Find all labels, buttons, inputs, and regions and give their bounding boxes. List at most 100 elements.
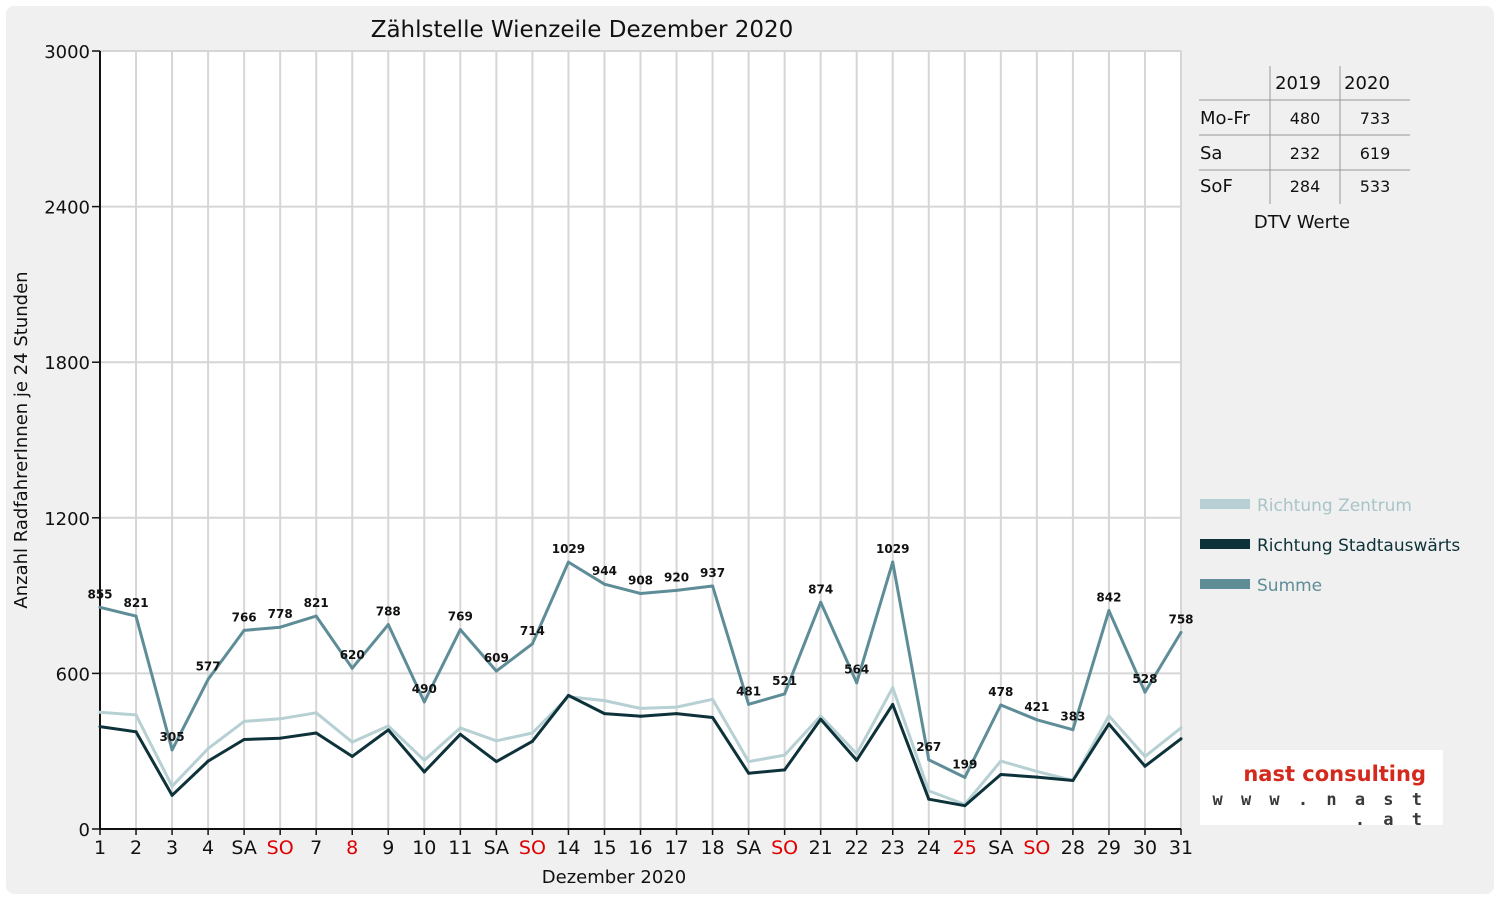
x-tick-label: 23 (881, 837, 905, 859)
data-point (747, 702, 751, 706)
data-point (422, 758, 426, 762)
data-point (350, 740, 354, 744)
data-point (639, 714, 642, 718)
data-point (819, 717, 823, 721)
dtv-row-label: Sa (1200, 143, 1222, 164)
data-label: 620 (340, 648, 365, 662)
data-point (422, 770, 426, 774)
x-tick-label: SO (1023, 837, 1050, 859)
data-point (242, 628, 246, 632)
data-point (1071, 728, 1075, 732)
data-point (927, 789, 931, 793)
data-point (639, 706, 642, 710)
data-point (530, 739, 534, 743)
data-point (494, 739, 498, 743)
x-tick-label: SO (267, 837, 294, 859)
data-point (783, 753, 787, 757)
x-tick-label: SA (484, 837, 509, 859)
data-point (206, 759, 210, 763)
data-label: 937 (700, 566, 725, 580)
data-label: 821 (124, 596, 149, 610)
y-tick-label: 1200 (44, 509, 90, 530)
data-point (170, 784, 174, 788)
data-point (963, 775, 967, 779)
x-tick-label: 4 (202, 837, 214, 859)
legend-label: Richtung Zentrum (1257, 496, 1412, 516)
dtv-row-label: SoF (1200, 176, 1233, 197)
data-label: 481 (736, 684, 761, 698)
data-point (1143, 764, 1147, 768)
data-label: 920 (664, 570, 689, 584)
data-point (675, 588, 679, 592)
data-point (711, 584, 715, 588)
data-point (350, 754, 354, 758)
data-point (494, 760, 498, 764)
data-point (278, 625, 282, 629)
data-point (242, 738, 246, 742)
data-point (494, 669, 498, 673)
data-point (1107, 722, 1111, 726)
data-point (675, 705, 679, 709)
dtv-col-2020: 2020 (1344, 73, 1390, 94)
dtv-value: 733 (1360, 109, 1391, 128)
x-tick-label: 11 (448, 837, 472, 859)
logo-name: nast consulting (1243, 762, 1426, 786)
data-point (134, 614, 138, 618)
data-point (134, 730, 138, 734)
data-point (278, 717, 282, 721)
x-tick-label: 2 (130, 837, 142, 859)
data-point (747, 771, 751, 775)
dtv-value: 284 (1290, 177, 1321, 196)
data-point (458, 732, 462, 736)
data-point (314, 614, 318, 618)
data-label: 421 (1024, 700, 1049, 714)
data-point (819, 600, 823, 604)
chart-title: Zählstelle Wienzeile Dezember 2020 (371, 17, 794, 43)
data-point (855, 681, 859, 685)
data-point (350, 666, 354, 670)
x-tick-label: 15 (592, 837, 616, 859)
data-point (422, 700, 426, 704)
x-tick-label: 25 (953, 837, 977, 859)
dtv-caption: DTV Werte (1254, 212, 1350, 233)
data-label: 769 (448, 610, 473, 624)
dtv-col-2019: 2019 (1275, 73, 1321, 94)
x-tick-label: 14 (556, 837, 580, 859)
data-point (711, 715, 715, 719)
data-point (1179, 630, 1183, 634)
y-tick-label: 1800 (44, 353, 90, 374)
x-tick-label: 16 (628, 837, 652, 859)
x-tick-label: SA (231, 837, 256, 859)
x-tick-label: SO (519, 837, 546, 859)
data-point (1179, 726, 1183, 730)
data-label: 521 (772, 674, 797, 688)
data-label: 577 (196, 659, 221, 673)
data-label: 490 (412, 682, 437, 696)
data-point (1143, 690, 1147, 694)
data-point (1143, 754, 1147, 758)
x-tick-label: 10 (412, 837, 436, 859)
data-label: 1029 (552, 542, 585, 556)
data-point (1071, 779, 1075, 783)
y-axis-title: Anzahl RadfahrerInnen je 24 Stunden (11, 271, 32, 608)
data-label: 564 (844, 663, 869, 677)
data-label: 788 (376, 605, 401, 619)
data-point (891, 686, 895, 690)
data-label: 944 (592, 564, 617, 578)
data-point (891, 560, 895, 564)
data-label: 528 (1132, 672, 1157, 686)
data-point (602, 712, 606, 716)
legend-swatch (1200, 579, 1250, 589)
data-point (278, 736, 282, 740)
x-axis-title: Dezember 2020 (542, 867, 686, 888)
data-point (639, 592, 642, 596)
data-label: 267 (916, 740, 941, 754)
dtv-table: 2019 2020 Mo-Fr 480 733 Sa 232 619 SoF 2… (1199, 66, 1410, 233)
y-tick-label: 0 (79, 820, 90, 841)
data-point (134, 713, 138, 717)
logo-url: w w w . n a s t . a t (1212, 790, 1426, 830)
data-point (314, 731, 318, 735)
x-tick-label: 28 (1061, 837, 1085, 859)
legend-label: Summe (1257, 576, 1322, 596)
